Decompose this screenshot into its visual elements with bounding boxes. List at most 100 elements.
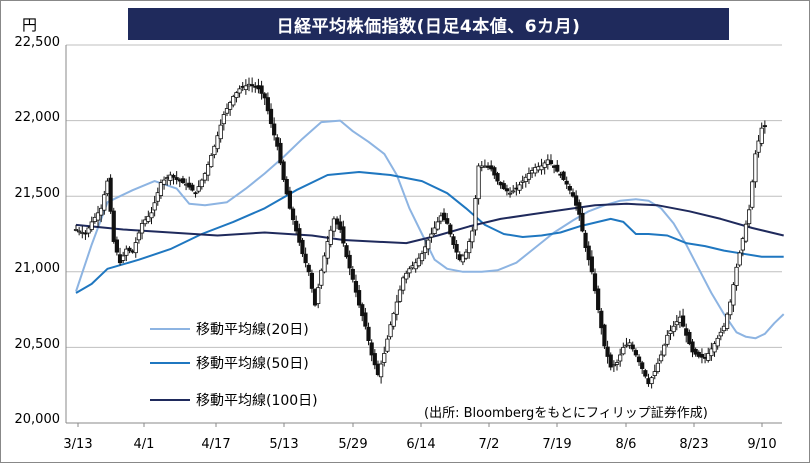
candle-up — [136, 232, 142, 241]
candle-down — [268, 108, 274, 125]
candle-up — [139, 223, 145, 234]
candle-up — [322, 255, 327, 273]
candle-down — [643, 370, 648, 377]
moving-average-lines — [75, 119, 785, 340]
candle-up — [215, 135, 220, 150]
candle-down — [599, 310, 604, 329]
candle-up — [706, 353, 711, 361]
candle-up — [331, 218, 337, 232]
legend-label: 移動平均線(100日) — [196, 393, 318, 409]
candle-up — [662, 344, 667, 356]
candle-up — [218, 124, 223, 140]
candle-down — [555, 164, 560, 172]
candle-down — [586, 245, 591, 261]
candle-down — [174, 177, 179, 180]
candle-up — [671, 325, 676, 333]
candle-down — [294, 220, 299, 232]
candle-down — [350, 268, 355, 280]
candle-down — [680, 315, 686, 327]
candle-down — [501, 183, 506, 190]
x-tick-label: 8/6 — [615, 437, 637, 452]
x-tick-label: 9/10 — [747, 437, 777, 452]
candle-up — [473, 198, 478, 231]
legend-swatch — [150, 399, 190, 401]
candle-up — [328, 229, 333, 245]
candle-down — [356, 290, 362, 306]
candle-up — [416, 257, 421, 267]
candle-down — [574, 195, 579, 206]
candle-up — [102, 194, 107, 211]
candle-up — [397, 289, 403, 302]
candle-down — [580, 212, 585, 232]
candle-up — [747, 209, 752, 225]
candle-up — [618, 354, 623, 362]
ma20-line — [75, 119, 785, 340]
ma100-line — [75, 202, 784, 245]
candle-down — [309, 272, 315, 289]
candle-down — [589, 256, 594, 273]
legend-item-ma20: 移動平均線(20日) — [150, 319, 309, 339]
candle-up — [199, 179, 204, 188]
candle-down — [272, 123, 277, 136]
candle-up — [542, 162, 547, 168]
candle-up — [517, 184, 522, 191]
candle-up — [649, 377, 654, 385]
candle-up — [652, 371, 657, 376]
candle-up — [611, 364, 616, 367]
candle-up — [224, 108, 230, 114]
candle-down — [564, 180, 569, 185]
legend-swatch — [150, 328, 190, 330]
candle-up — [316, 287, 321, 305]
x-tick-label: 7/19 — [542, 437, 572, 452]
candle-up — [161, 179, 167, 185]
candle-up — [319, 269, 324, 286]
candle-down — [602, 324, 607, 347]
candle-down — [605, 346, 610, 357]
x-tick-label: 5/13 — [269, 437, 299, 452]
candle-down — [297, 228, 302, 243]
candle-up — [526, 173, 532, 180]
candle-up — [759, 127, 764, 144]
candle-up — [382, 353, 387, 363]
candle-up — [470, 230, 475, 243]
legend-label: 移動平均線(50日) — [196, 356, 309, 372]
x-tick-label: 7/2 — [478, 437, 500, 452]
candle-up — [511, 190, 516, 193]
candle-down — [687, 331, 692, 345]
candle-up — [243, 85, 248, 91]
candle-up — [476, 165, 481, 200]
candle-up — [734, 266, 739, 286]
candlesticks — [73, 77, 767, 389]
candle-down — [570, 192, 576, 197]
candle-down — [577, 202, 582, 215]
candle-up — [221, 114, 226, 125]
candle-down — [762, 125, 767, 128]
candle-down — [265, 97, 270, 112]
candle-down — [366, 326, 371, 341]
candle-up — [432, 227, 437, 234]
candle-down — [640, 362, 645, 369]
legend-label: 移動平均線(20日) — [196, 322, 309, 338]
candle-up — [89, 221, 94, 230]
candle-up — [655, 362, 661, 372]
candle-up — [196, 186, 201, 192]
candle-up — [234, 92, 239, 98]
y-tick-label: 21,500 — [14, 186, 61, 201]
candle-down — [441, 212, 447, 221]
axes — [65, 45, 782, 427]
candle-down — [363, 312, 368, 327]
candle-up — [728, 301, 733, 316]
candle-up — [467, 241, 472, 254]
candle-down — [290, 208, 296, 221]
candle-down — [504, 188, 510, 192]
candle-up — [155, 192, 160, 202]
candle-up — [401, 277, 406, 291]
candle-down — [278, 142, 283, 164]
candle-up — [121, 255, 126, 261]
candle-down — [193, 192, 198, 195]
candle-down — [633, 350, 638, 356]
candle-up — [152, 202, 157, 211]
candle-up — [423, 246, 428, 254]
candle-up — [668, 330, 673, 334]
candle-down — [630, 344, 635, 350]
